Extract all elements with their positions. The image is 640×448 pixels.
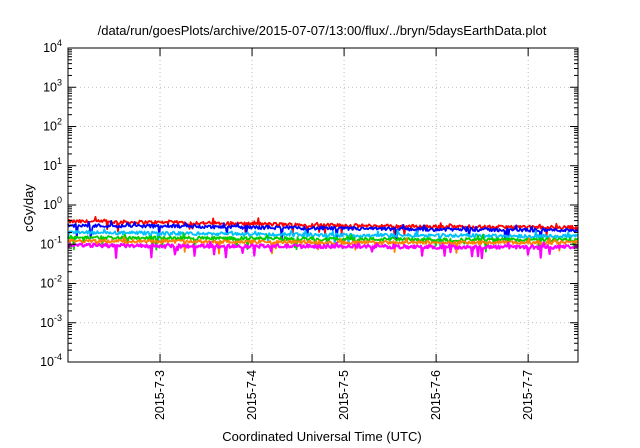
x-tick-label: 2015-7-7 (521, 370, 535, 420)
y-tick-label: 100 (43, 195, 62, 212)
series-layer (67, 215, 579, 260)
y-tick-label: 10-2 (40, 274, 62, 291)
y-tick-label: 10-3 (40, 313, 62, 330)
series-line-2 (67, 219, 579, 243)
y-tick-label: 101 (43, 156, 62, 173)
y-tick-label: 10-4 (40, 352, 62, 369)
y-tick-label: 10-1 (40, 234, 62, 251)
y-tick-label: 103 (43, 77, 62, 94)
x-axis-label: Coordinated Universal Time (UTC) (222, 429, 421, 444)
x-tick-label: 2015-7-4 (245, 370, 259, 420)
x-tick-label: 2015-7-6 (429, 370, 443, 420)
x-tick-label: 2015-7-3 (153, 370, 167, 420)
ticks: 10-4 10-3 10-2 10-1 100 101 102 103 104 2015-7-3 2… (40, 38, 578, 420)
grid (68, 48, 578, 362)
series-line-3 (67, 228, 579, 251)
series-line-6 (67, 241, 579, 260)
x-tick-label: 2015-7-5 (337, 370, 351, 420)
chart-title: /data/run/goesPlots/archive/2015-07-07/1… (98, 23, 547, 38)
series-line-5 (67, 236, 579, 255)
series-line-1 (67, 215, 579, 240)
y-tick-label: 104 (43, 38, 62, 55)
y-tick-label: 102 (43, 117, 62, 134)
y-axis-label: cGy/day (21, 184, 36, 232)
